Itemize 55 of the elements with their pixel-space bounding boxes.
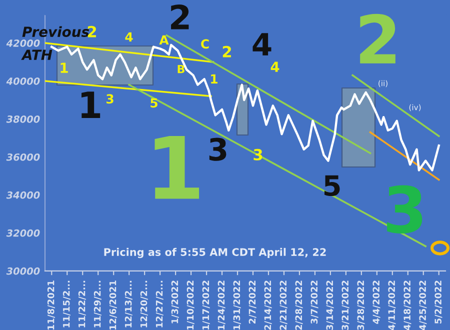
x-tick-label: 3/21/2022	[342, 280, 350, 330]
x-tick-label: 4/4/2022	[372, 280, 380, 324]
y-tick-label: 34000	[6, 191, 40, 199]
x-tick-label: 1/10/2022	[186, 280, 194, 330]
x-tick-label: 11/15/2...	[62, 280, 70, 328]
y-tick-label: 36000	[6, 153, 40, 161]
annotation: 2	[360, 14, 396, 64]
y-tick-label: 32000	[6, 229, 40, 237]
annotation: ATH	[21, 50, 52, 60]
x-tick-label: 3/7/2022	[310, 280, 318, 324]
x-tick-label: 3/14/2022	[326, 280, 334, 330]
annotation: 3	[387, 185, 422, 234]
x-tick-label: 4/18/2022	[404, 280, 412, 330]
x-tick-label: 12/6/2021	[109, 280, 117, 330]
x-tick-label: 3/28/2022	[357, 280, 365, 330]
annotation: 4	[270, 62, 280, 72]
x-tick-label: 1/3/2022	[171, 280, 179, 324]
x-tick-label: 2/14/2022	[264, 280, 272, 330]
annotation: 1	[211, 74, 218, 84]
y-tick-label: 42000	[6, 39, 40, 47]
x-tick-label: 11/29/2...	[94, 280, 102, 328]
annotation: A	[159, 35, 169, 44]
x-tick-label: 5/2/2022	[434, 280, 442, 324]
annotation: 2	[171, 4, 189, 30]
x-tick-label: 2/28/2022	[295, 280, 303, 330]
x-tick-label: 2/21/2022	[280, 280, 288, 330]
annotation: 4	[252, 33, 272, 56]
x-tick-label: 2/7/2022	[248, 280, 256, 324]
x-tick-label: 4/11/2022	[388, 280, 396, 330]
annotation: C	[201, 39, 209, 49]
annotation: 1	[60, 62, 68, 73]
annotation: 2	[88, 26, 96, 38]
annotation: 5	[324, 175, 340, 196]
x-tick-label: 1/24/2022	[218, 280, 226, 330]
annotation: B	[178, 64, 184, 74]
x-tick-label: 12/27/2...	[156, 280, 164, 328]
annotation: 3	[106, 94, 114, 104]
x-tick-label: 1/31/2022	[233, 280, 241, 330]
annotation: Pricing as of 5:55 AM CDT April 12, 22	[104, 248, 326, 258]
x-tick-label: 1/17/2022	[202, 280, 210, 330]
annotation: 3	[209, 138, 226, 161]
annotation: 5	[150, 98, 158, 108]
annotation: 1	[154, 136, 200, 199]
annotation: 1	[82, 92, 100, 118]
x-tick-label: 12/20/2...	[140, 280, 148, 328]
x-tick-label: 4/25/2022	[419, 280, 427, 330]
y-tick-label: 38000	[6, 115, 40, 123]
x-tick-label: 11/8/2021	[47, 280, 55, 330]
x-tick-label: 11/22/2...	[78, 280, 86, 328]
y-tick-label: 40000	[6, 77, 40, 85]
y-tick-label: 30000	[6, 267, 40, 275]
annotation: Previous	[22, 26, 90, 38]
x-tick-label: 12/13/2...	[124, 280, 132, 328]
annotation: 4	[125, 32, 133, 42]
annotation: 2	[222, 46, 231, 58]
